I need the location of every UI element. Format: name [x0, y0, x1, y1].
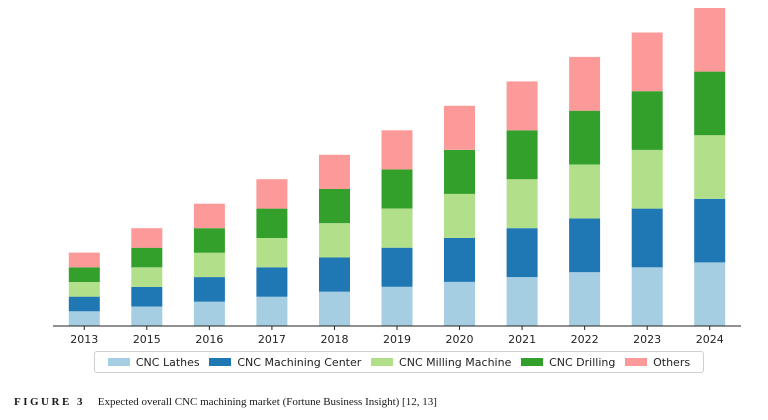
bar-segment-2021-cnc-milling-machine — [506, 179, 538, 229]
legend-item: Others — [625, 356, 690, 369]
x-tick-label: 2019 — [383, 333, 411, 346]
bar-segment-2019-cnc-milling-machine — [381, 208, 413, 248]
bar-segment-2015-cnc-lathes — [131, 306, 163, 326]
bar-segment-2023-others — [631, 32, 663, 92]
bar-segment-2016-cnc-milling-machine — [193, 252, 225, 278]
bar-segment-2013-others — [68, 252, 100, 268]
x-tick-label: 2016 — [195, 333, 223, 346]
x-tick-label: 2015 — [133, 333, 161, 346]
bar-segment-2023-cnc-machining-center — [631, 208, 663, 268]
bar-segment-2015-others — [131, 228, 163, 248]
legend-swatch — [521, 358, 544, 366]
x-tick-group: 2013 2015 2016 2017 2018 2019 2020 2021 2022 2023… — [70, 326, 724, 346]
legend-label: CNC Milling Machine — [399, 355, 512, 369]
bar-segment-2022-others — [569, 56, 601, 111]
bar-segment-2024-cnc-machining-center — [694, 198, 726, 263]
bar-segment-2022-cnc-milling-machine — [569, 164, 601, 219]
figure-label: FIGURE 3 — [14, 396, 86, 408]
bar-segment-2016-cnc-lathes — [193, 301, 225, 326]
bar-segment-2013-cnc-milling-machine — [68, 282, 100, 297]
legend-item: CNC Drilling — [521, 356, 615, 369]
legend-label: CNC Drilling — [549, 355, 616, 369]
x-tick-label: 2017 — [258, 333, 286, 346]
bar-segment-2016-others — [193, 203, 225, 229]
x-tick-label: 2023 — [633, 333, 661, 346]
bar-segment-2015-cnc-milling-machine — [131, 267, 163, 287]
bar-segment-2018-cnc-drilling — [319, 189, 350, 224]
bar-segment-2017-cnc-milling-machine — [256, 237, 288, 268]
figure-caption: FIGURE 3 Expected overall CNC machining … — [14, 396, 437, 408]
x-tick-label: 2013 — [70, 333, 98, 346]
legend-label: CNC Machining Center — [237, 355, 362, 369]
bar-segment-2018-cnc-lathes — [319, 291, 350, 326]
bar-segment-2018-others — [319, 154, 350, 189]
x-tick-label: 2022 — [571, 333, 599, 346]
x-tick-label: 2021 — [508, 333, 536, 346]
bar-segment-2021-cnc-lathes — [506, 277, 538, 326]
bar-segment-2020-cnc-lathes — [444, 282, 475, 326]
bar-segment-2015-cnc-machining-center — [131, 286, 163, 307]
bar-segment-2017-cnc-lathes — [256, 296, 288, 326]
bar-segment-2020-cnc-milling-machine — [444, 193, 475, 238]
x-tick-label: 2024 — [696, 333, 724, 346]
bar-segment-2019-cnc-machining-center — [381, 247, 413, 287]
bar-segment-2019-others — [381, 130, 413, 170]
bar-segment-2023-cnc-drilling — [631, 91, 663, 150]
legend-swatch — [107, 358, 130, 366]
legend-label: CNC Lathes — [135, 355, 200, 369]
bar-segment-2022-cnc-machining-center — [569, 218, 601, 273]
legend-swatch — [371, 358, 394, 366]
stacked-bar-chart: 2013 2015 2016 2017 2018 2019 2020 2021 2022 2023… — [53, 8, 741, 346]
bar-segment-2020-cnc-machining-center — [444, 237, 475, 282]
x-tick-label: 2018 — [320, 333, 348, 346]
bar-segment-2013-cnc-drilling — [68, 267, 100, 282]
legend-item: CNC Milling Machine — [371, 356, 511, 369]
legend-item: CNC Machining Center — [209, 356, 361, 369]
bar-segment-2017-others — [256, 179, 288, 209]
bar-segment-2024-others — [694, 8, 726, 72]
bar-segment-2016-cnc-drilling — [193, 228, 225, 253]
bar-segment-2018-cnc-milling-machine — [319, 223, 350, 258]
caption-text: Expected overall CNC machining market (F… — [97, 396, 437, 408]
bar-segment-2019-cnc-lathes — [381, 286, 413, 326]
legend-item: CNC Lathes — [107, 355, 200, 369]
bar-segment-2024-cnc-drilling — [694, 71, 726, 136]
bar-segment-2019-cnc-drilling — [381, 169, 413, 209]
bar-segment-2022-cnc-lathes — [569, 272, 601, 326]
bar-segment-2017-cnc-machining-center — [256, 267, 288, 297]
bar-segment-2021-cnc-machining-center — [506, 228, 538, 278]
chart-legend: CNC Lathes CNC Machining Center CNC Millin… — [94, 351, 704, 373]
legend-label: Others — [653, 355, 691, 369]
bar-segment-2023-cnc-milling-machine — [631, 149, 663, 209]
bar-segment-2015-cnc-drilling — [131, 247, 163, 268]
bar-segment-2023-cnc-lathes — [631, 267, 663, 326]
bar-segment-2013-cnc-lathes — [68, 311, 100, 326]
bar-segment-2013-cnc-machining-center — [68, 296, 100, 312]
bar-segment-2024-cnc-milling-machine — [694, 135, 726, 199]
bar-segment-2021-others — [506, 81, 538, 131]
bar-segment-2022-cnc-drilling — [569, 110, 601, 165]
bar-segment-2016-cnc-machining-center — [193, 277, 225, 302]
bar-segment-2018-cnc-machining-center — [319, 257, 350, 292]
legend-swatch — [209, 358, 232, 366]
x-tick-label: 2020 — [446, 333, 474, 346]
bar-segment-2020-cnc-drilling — [444, 149, 475, 194]
bar-segment-2020-others — [444, 105, 475, 150]
bar-segment-2024-cnc-lathes — [694, 262, 726, 326]
bar-segment-2017-cnc-drilling — [256, 208, 288, 238]
bar-segment-2021-cnc-drilling — [506, 130, 538, 180]
legend-swatch — [625, 358, 648, 366]
bar-group — [68, 8, 726, 326]
